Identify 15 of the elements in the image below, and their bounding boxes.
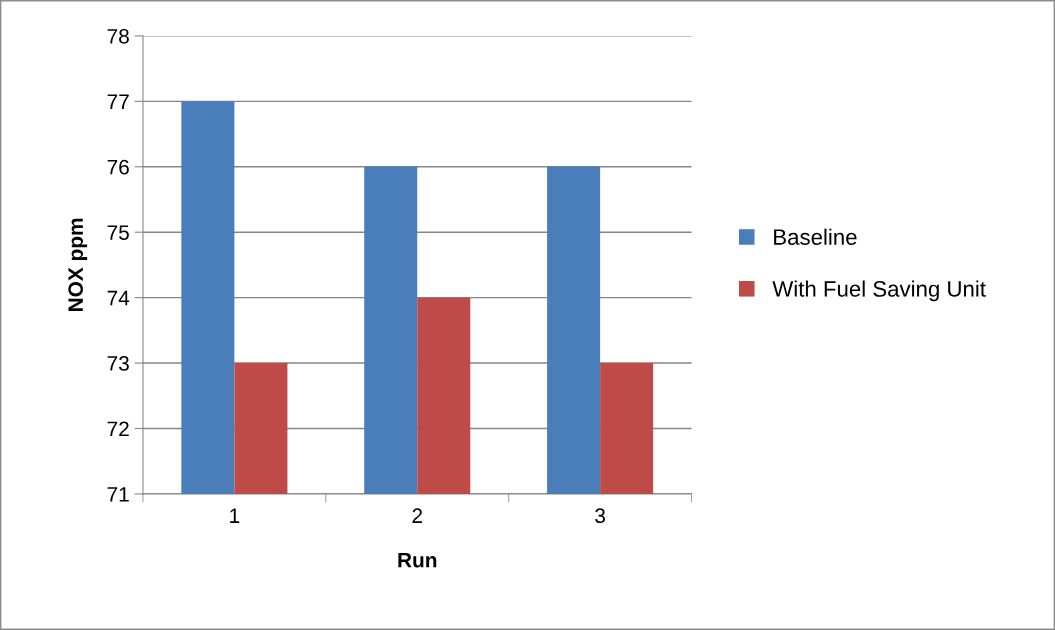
x-tick-label: 3: [595, 508, 605, 524]
y-tick-label: 78: [107, 28, 129, 44]
y-tick-label: 77: [107, 94, 129, 109]
y-tick-label: 72: [107, 421, 129, 437]
y-tick-label: 73: [107, 356, 129, 371]
legend-label: Baseline: [774, 228, 857, 245]
y-tick-label: 71: [107, 487, 129, 502]
y-axis-title: NOX ppm: [68, 218, 88, 311]
y-tick-label: 74: [107, 290, 130, 306]
y-tick-label: 76: [107, 159, 129, 175]
legend-label: With Fuel Saving Unit: [772, 280, 986, 302]
x-axis-title: Run: [398, 552, 437, 568]
y-tick-label: 75: [107, 225, 129, 240]
x-tick-label: 2: [412, 508, 422, 523]
x-tick-label: 1: [230, 508, 240, 523]
